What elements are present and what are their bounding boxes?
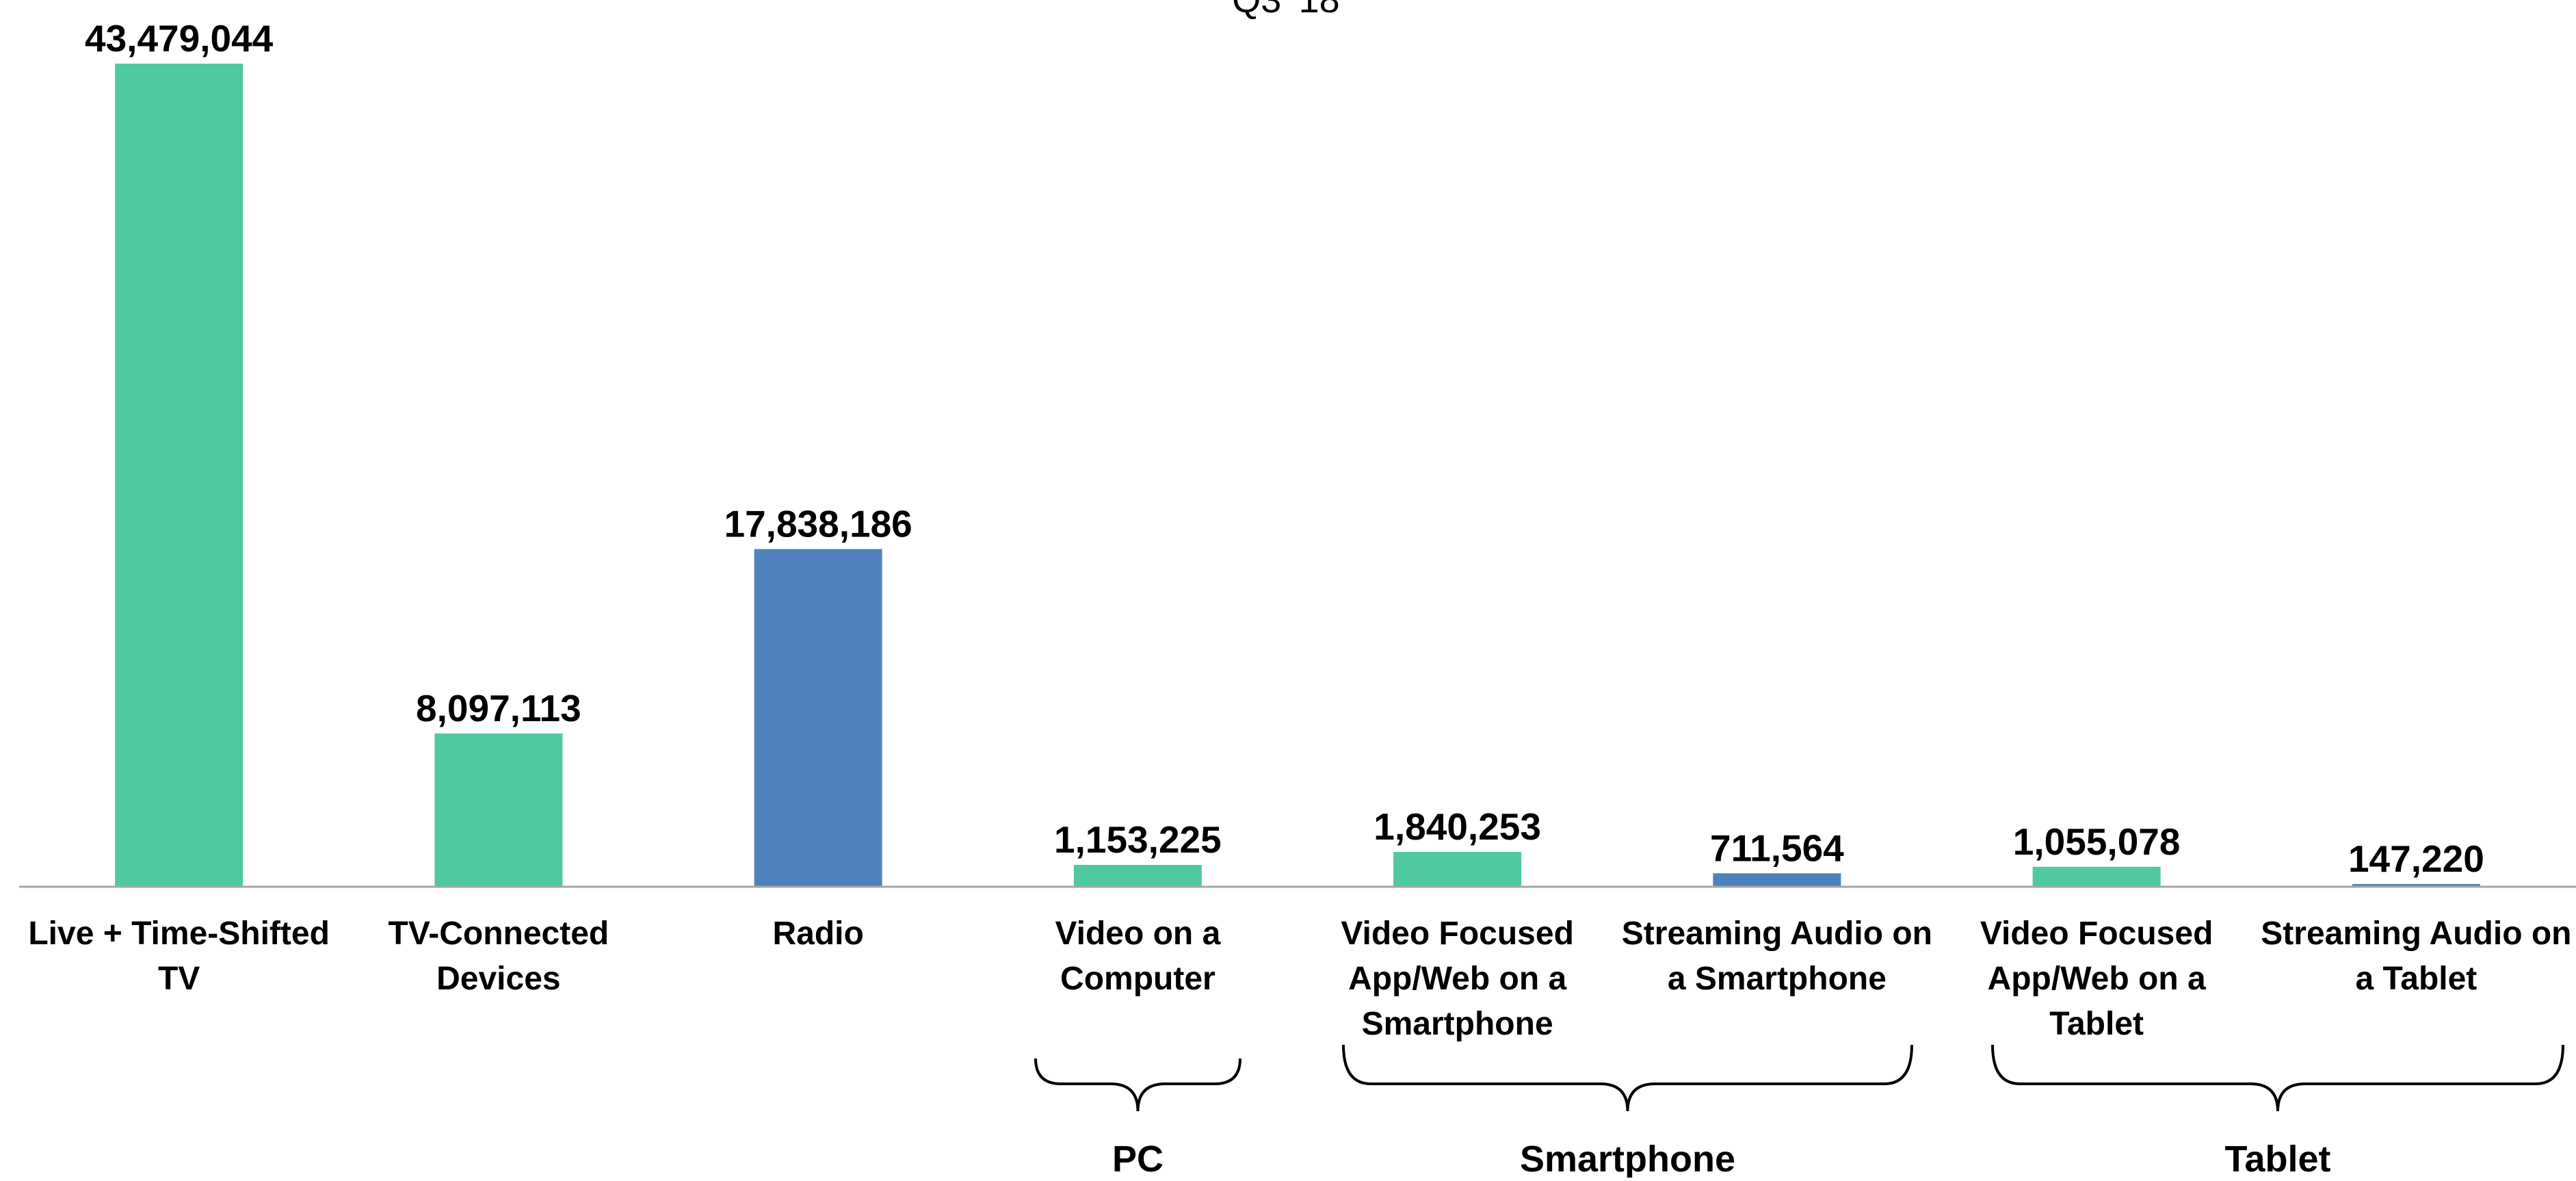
category-groups: PC Smartphone Tablet	[1034, 1044, 2564, 1180]
bar-7	[2032, 866, 2161, 887]
chart-title: Q3 '18	[1232, 0, 1339, 21]
value-label-5: 1,840,253	[1374, 805, 1541, 848]
category-label-line: Devices	[436, 961, 560, 997]
category-label-line: App/Web on a	[1348, 961, 1566, 997]
bars	[115, 64, 2480, 887]
category-label-6: Streaming Audio on a Smartphone	[1622, 916, 1932, 997]
category-label-line: Tablet	[2049, 1006, 2144, 1042]
category-label-line: a Tablet	[2355, 961, 2477, 997]
group-label-2: Smartphone	[1520, 1139, 1735, 1178]
category-label-line: a Smartphone	[1668, 961, 1887, 997]
category-label-line: Smartphone	[1362, 1006, 1553, 1042]
category-label-5: Video Focused App/Web on a Smartphone	[1341, 916, 1574, 1042]
value-labels: 43,479,044 8,097,113 17,838,186 1,153,225 1,…	[85, 17, 2484, 880]
category-label-line: Video on a	[1055, 916, 1220, 952]
category-label-line: Video Focused	[1980, 916, 2213, 952]
category-label-line: Live + Time-Shifted	[28, 916, 330, 952]
bar-8	[2352, 883, 2480, 887]
group-brace-3	[1991, 1044, 2564, 1112]
value-label-4: 1,153,225	[1054, 818, 1222, 861]
category-label-1: Live + Time-Shifted TV	[28, 916, 330, 997]
bar-6	[1713, 873, 1841, 887]
category-label-4: Video on a Computer	[1055, 916, 1220, 997]
category-label-line: Radio	[772, 916, 863, 952]
category-label-line: Video Focused	[1341, 916, 1574, 952]
category-label-line: Streaming Audio on	[2261, 916, 2571, 952]
value-label-2: 8,097,113	[416, 687, 581, 729]
value-label-8: 147,220	[2348, 838, 2484, 880]
category-label-line: TV	[158, 961, 200, 997]
group-label-1: PC	[1112, 1139, 1164, 1178]
bar-2	[434, 733, 563, 887]
category-label-3: Radio	[772, 916, 863, 952]
value-label-6: 711,564	[1710, 827, 1844, 869]
bar-4	[1073, 865, 1202, 887]
category-label-8: Streaming Audio on a Tablet	[2261, 916, 2571, 997]
group-label-3: Tablet	[2224, 1139, 2330, 1178]
category-label-line: TV-Connected	[389, 916, 609, 952]
bar-3	[754, 549, 882, 887]
value-label-7: 1,055,078	[2013, 820, 2181, 863]
category-label-2: TV-Connected Devices	[389, 916, 609, 997]
category-labels: Live + Time-Shifted TV TV-Connected Devices…	[28, 916, 2571, 1042]
value-label-1: 43,479,044	[85, 17, 274, 60]
category-label-line: Computer	[1060, 961, 1215, 997]
category-label-7: Video Focused App/Web on a Tablet	[1980, 916, 2213, 1042]
category-label-line: App/Web on a	[1988, 961, 2206, 997]
group-brace-1	[1034, 1058, 1241, 1112]
value-label-3: 17,838,186	[724, 502, 912, 545]
bar-1	[115, 64, 244, 887]
bar-5	[1393, 852, 1522, 887]
group-brace-2	[1342, 1044, 1913, 1112]
category-label-line: Streaming Audio on	[1622, 916, 1932, 952]
